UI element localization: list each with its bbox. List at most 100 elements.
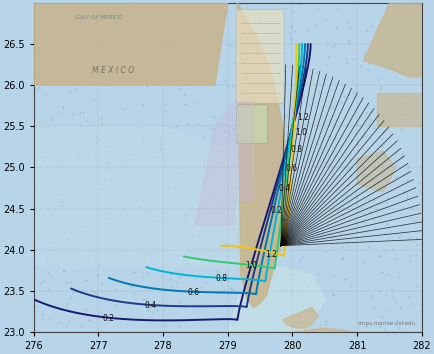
Point bbox=[241, 251, 248, 257]
Point bbox=[58, 319, 65, 325]
Point bbox=[300, 300, 307, 306]
Polygon shape bbox=[237, 3, 289, 308]
Point bbox=[394, 92, 401, 98]
Point bbox=[117, 212, 124, 218]
Point bbox=[232, 105, 239, 111]
Point bbox=[342, 276, 349, 282]
Point bbox=[245, 241, 252, 246]
Point bbox=[32, 303, 39, 309]
Point bbox=[276, 227, 283, 232]
Point bbox=[46, 240, 53, 245]
Point bbox=[91, 178, 98, 183]
Point bbox=[196, 301, 203, 307]
Point bbox=[399, 100, 406, 106]
Point bbox=[303, 57, 310, 63]
Point bbox=[147, 164, 154, 170]
Point bbox=[190, 223, 197, 229]
Point bbox=[222, 128, 229, 134]
Point bbox=[60, 268, 67, 274]
Point bbox=[178, 15, 185, 20]
Point bbox=[281, 67, 288, 72]
Point bbox=[277, 284, 284, 290]
Point bbox=[48, 246, 55, 252]
Point bbox=[195, 20, 202, 26]
Point bbox=[253, 86, 260, 92]
Point bbox=[214, 291, 221, 296]
Polygon shape bbox=[195, 102, 253, 225]
Point bbox=[56, 161, 62, 166]
Point bbox=[40, 159, 47, 164]
Point bbox=[48, 273, 55, 279]
Point bbox=[207, 126, 214, 131]
Point bbox=[380, 175, 387, 181]
Point bbox=[322, 248, 329, 254]
Point bbox=[152, 218, 159, 224]
Point bbox=[270, 253, 277, 259]
Point bbox=[396, 211, 403, 217]
Point bbox=[378, 270, 385, 275]
Point bbox=[243, 5, 250, 11]
Point bbox=[48, 33, 55, 39]
Point bbox=[291, 125, 298, 131]
Point bbox=[101, 41, 108, 47]
Point bbox=[395, 275, 402, 280]
Point bbox=[112, 302, 119, 308]
Point bbox=[404, 190, 411, 196]
Point bbox=[268, 269, 275, 274]
Point bbox=[189, 232, 196, 238]
Point bbox=[274, 40, 281, 45]
Point bbox=[411, 217, 418, 222]
Point bbox=[241, 279, 248, 285]
Point bbox=[225, 180, 232, 186]
Point bbox=[278, 237, 285, 243]
Point bbox=[365, 120, 372, 126]
Point bbox=[322, 321, 329, 327]
Point bbox=[221, 121, 228, 127]
Point bbox=[305, 194, 312, 200]
Point bbox=[276, 247, 283, 253]
Point bbox=[326, 133, 333, 139]
Point bbox=[144, 207, 151, 213]
Point bbox=[34, 50, 41, 55]
Point bbox=[187, 81, 194, 87]
Point bbox=[377, 86, 384, 92]
Point bbox=[248, 250, 255, 255]
Point bbox=[48, 127, 55, 133]
Point bbox=[59, 198, 66, 204]
Point bbox=[269, 326, 276, 331]
Polygon shape bbox=[283, 308, 319, 328]
Point bbox=[231, 184, 238, 190]
Point bbox=[383, 222, 390, 227]
Point bbox=[407, 257, 414, 263]
Point bbox=[40, 279, 47, 284]
Point bbox=[83, 118, 90, 124]
Polygon shape bbox=[33, 3, 228, 85]
Point bbox=[323, 182, 330, 188]
Point bbox=[106, 143, 113, 148]
Point bbox=[170, 199, 177, 204]
Point bbox=[139, 274, 146, 280]
Point bbox=[261, 36, 268, 42]
Point bbox=[349, 91, 356, 96]
Point bbox=[228, 275, 235, 281]
Point bbox=[384, 199, 391, 205]
Point bbox=[47, 315, 54, 321]
Point bbox=[50, 31, 57, 36]
Point bbox=[92, 292, 99, 298]
Point bbox=[236, 177, 243, 183]
Point bbox=[349, 80, 356, 85]
Text: 0.6: 0.6 bbox=[187, 287, 199, 297]
Point bbox=[199, 56, 206, 62]
Point bbox=[208, 249, 215, 254]
Point bbox=[68, 250, 75, 255]
Point bbox=[404, 235, 411, 240]
Point bbox=[289, 9, 296, 15]
Point bbox=[66, 25, 72, 30]
Point bbox=[270, 241, 277, 247]
Point bbox=[87, 73, 94, 78]
Point bbox=[78, 323, 85, 329]
Point bbox=[245, 105, 252, 111]
Point bbox=[416, 188, 423, 194]
Point bbox=[106, 165, 113, 171]
Point bbox=[300, 174, 307, 179]
